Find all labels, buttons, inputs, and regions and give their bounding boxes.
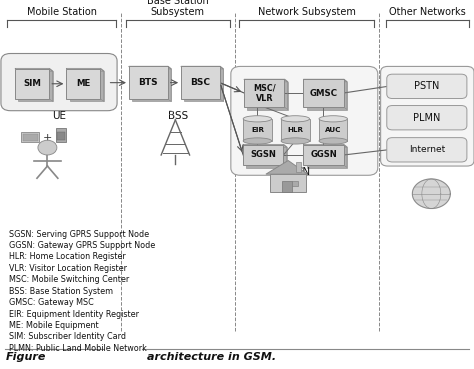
FancyBboxPatch shape bbox=[244, 79, 284, 107]
Text: PLMN: Public Land Mobile Network: PLMN: Public Land Mobile Network bbox=[9, 344, 146, 353]
Text: GMSC: Gateway MSC: GMSC: Gateway MSC bbox=[9, 298, 93, 307]
FancyBboxPatch shape bbox=[381, 66, 474, 166]
FancyBboxPatch shape bbox=[387, 138, 467, 162]
Text: GGSN: Gateway GPRS Support Node: GGSN: Gateway GPRS Support Node bbox=[9, 241, 155, 250]
Text: EIR: Equipment Identity Register: EIR: Equipment Identity Register bbox=[9, 310, 138, 318]
FancyBboxPatch shape bbox=[303, 145, 344, 165]
Text: ME: Mobile Equipment: ME: Mobile Equipment bbox=[9, 321, 98, 330]
Text: MSC/
VLR: MSC/ VLR bbox=[253, 83, 275, 103]
Polygon shape bbox=[344, 145, 347, 168]
Text: UE: UE bbox=[52, 111, 66, 121]
FancyBboxPatch shape bbox=[387, 74, 467, 99]
Text: PSTN: PSTN bbox=[414, 81, 439, 92]
Text: SGSN: SGSN bbox=[250, 150, 276, 159]
FancyBboxPatch shape bbox=[15, 69, 49, 99]
Bar bbox=[281, 119, 310, 141]
FancyBboxPatch shape bbox=[307, 147, 347, 168]
Polygon shape bbox=[244, 79, 288, 82]
Text: HLR: Home Location Register: HLR: Home Location Register bbox=[9, 252, 125, 261]
Polygon shape bbox=[49, 69, 53, 101]
Polygon shape bbox=[168, 66, 171, 101]
Text: CN: CN bbox=[296, 167, 311, 177]
Polygon shape bbox=[66, 69, 104, 71]
Polygon shape bbox=[303, 79, 347, 82]
Text: Other Networks: Other Networks bbox=[390, 7, 466, 17]
Bar bbox=[21, 132, 39, 142]
Text: EIR: EIR bbox=[251, 127, 264, 133]
Text: BSS: BSS bbox=[168, 111, 188, 121]
Text: Base Station
Subsystem: Base Station Subsystem bbox=[147, 0, 209, 17]
FancyBboxPatch shape bbox=[1, 54, 117, 111]
Polygon shape bbox=[220, 66, 223, 101]
Text: Network Subsystem: Network Subsystem bbox=[258, 7, 356, 17]
Bar bbox=[292, 181, 298, 186]
Ellipse shape bbox=[281, 138, 310, 144]
Polygon shape bbox=[284, 79, 288, 110]
FancyBboxPatch shape bbox=[132, 69, 171, 101]
FancyBboxPatch shape bbox=[18, 71, 53, 101]
Polygon shape bbox=[283, 145, 287, 168]
Ellipse shape bbox=[243, 116, 272, 122]
Polygon shape bbox=[100, 69, 104, 101]
Text: SGSN: Serving GPRS Support Node: SGSN: Serving GPRS Support Node bbox=[9, 230, 149, 238]
Text: Mobile Station: Mobile Station bbox=[27, 7, 97, 17]
FancyBboxPatch shape bbox=[246, 147, 287, 168]
Polygon shape bbox=[344, 79, 347, 110]
Bar bbox=[57, 132, 65, 140]
FancyBboxPatch shape bbox=[184, 69, 223, 101]
Bar bbox=[270, 174, 306, 192]
FancyBboxPatch shape bbox=[66, 69, 100, 99]
Bar bbox=[296, 162, 301, 172]
Text: SIM: Subscriber Identity Card: SIM: Subscriber Identity Card bbox=[9, 332, 126, 341]
Polygon shape bbox=[303, 145, 347, 147]
Text: GMSC: GMSC bbox=[310, 89, 337, 98]
FancyBboxPatch shape bbox=[387, 106, 467, 130]
Bar bbox=[56, 128, 66, 142]
Polygon shape bbox=[266, 161, 308, 174]
Text: BSC: BSC bbox=[191, 78, 210, 87]
Polygon shape bbox=[412, 179, 450, 208]
Bar bbox=[282, 181, 292, 192]
Text: ME: ME bbox=[76, 79, 91, 88]
Text: architecture in GSM.: architecture in GSM. bbox=[147, 352, 276, 362]
FancyBboxPatch shape bbox=[70, 71, 104, 101]
Text: MSC: Mobile Switching Center: MSC: Mobile Switching Center bbox=[9, 275, 129, 284]
Text: SIM: SIM bbox=[23, 79, 41, 88]
Ellipse shape bbox=[319, 138, 347, 144]
FancyBboxPatch shape bbox=[181, 66, 220, 99]
Bar bbox=[319, 119, 347, 141]
FancyBboxPatch shape bbox=[303, 79, 344, 107]
Text: GGSN: GGSN bbox=[310, 150, 337, 159]
FancyBboxPatch shape bbox=[129, 66, 168, 99]
Bar bbox=[23, 134, 38, 141]
Polygon shape bbox=[129, 66, 171, 69]
Text: Figure: Figure bbox=[6, 352, 46, 362]
Circle shape bbox=[38, 140, 57, 155]
Ellipse shape bbox=[243, 138, 272, 144]
Text: VLR: Visitor Location Register: VLR: Visitor Location Register bbox=[9, 264, 127, 273]
FancyBboxPatch shape bbox=[247, 82, 288, 110]
Polygon shape bbox=[181, 66, 223, 69]
Text: HLR: HLR bbox=[287, 127, 303, 133]
Ellipse shape bbox=[319, 116, 347, 122]
Text: +: + bbox=[43, 132, 52, 143]
Text: PLMN: PLMN bbox=[413, 113, 440, 123]
Polygon shape bbox=[243, 145, 287, 147]
Ellipse shape bbox=[281, 116, 310, 122]
Bar bbox=[243, 119, 272, 141]
Text: BSS: Base Station System: BSS: Base Station System bbox=[9, 287, 113, 296]
Text: AUC: AUC bbox=[325, 127, 341, 133]
FancyBboxPatch shape bbox=[231, 66, 378, 175]
Polygon shape bbox=[15, 69, 53, 71]
FancyBboxPatch shape bbox=[243, 145, 283, 165]
Text: Internet: Internet bbox=[409, 145, 445, 154]
Text: BTS: BTS bbox=[138, 78, 158, 87]
FancyBboxPatch shape bbox=[307, 82, 347, 110]
